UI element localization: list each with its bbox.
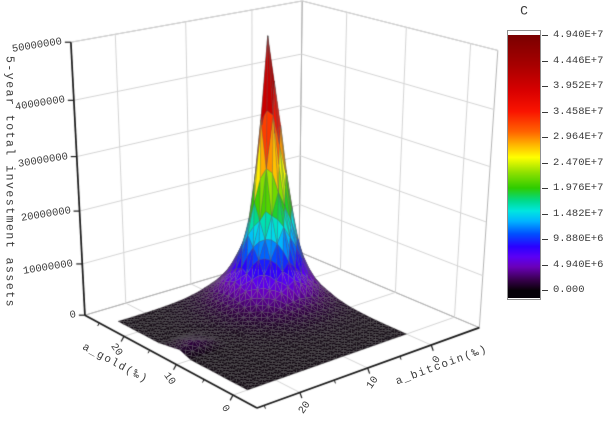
colorbar-tick-label: 3.458E+7	[553, 105, 604, 118]
colorbar-tick	[542, 60, 548, 62]
colorbar-tick	[542, 35, 548, 36]
colorbar-title: C	[520, 3, 528, 19]
colorbar-tick-label: 4.940E+6	[553, 258, 604, 271]
z-axis-title: 5-year total investment assets	[2, 55, 16, 309]
colorbar-tick	[542, 188, 548, 189]
colorbar-tick-label: 4.940E+7	[553, 29, 604, 41]
colorbar-tick-label: 0.000	[553, 284, 585, 296]
colorbar-tick-label: 3.952E+7	[553, 80, 604, 92]
colorbar-tick	[542, 86, 548, 87]
colorbar-tick	[542, 213, 548, 215]
colorbar	[507, 30, 541, 300]
colorbar-above-max-swatch	[507, 30, 541, 35]
colorbar-tick-label: 1.482E+7	[553, 207, 604, 220]
colorbar-tick	[542, 162, 548, 164]
colorbar-gradient	[507, 35, 541, 290]
colorbar-tick-label: 4.446E+7	[553, 54, 604, 67]
colorbar-tick-label: 1.976E+7	[553, 182, 604, 194]
colorbar-tick	[542, 264, 548, 266]
colorbar-tick-label: 9.880E+6	[553, 233, 604, 245]
colorbar-tick	[542, 111, 548, 113]
colorbar-tick	[542, 239, 548, 240]
colorbar-frame	[507, 30, 541, 300]
colorbar-tick-label: 2.964E+7	[553, 131, 604, 143]
colorbar-tick	[542, 137, 548, 138]
colorbar-tick	[542, 290, 548, 291]
colorbar-tick-label: 2.470E+7	[553, 156, 604, 169]
colorbar-below-min-swatch	[507, 290, 541, 298]
